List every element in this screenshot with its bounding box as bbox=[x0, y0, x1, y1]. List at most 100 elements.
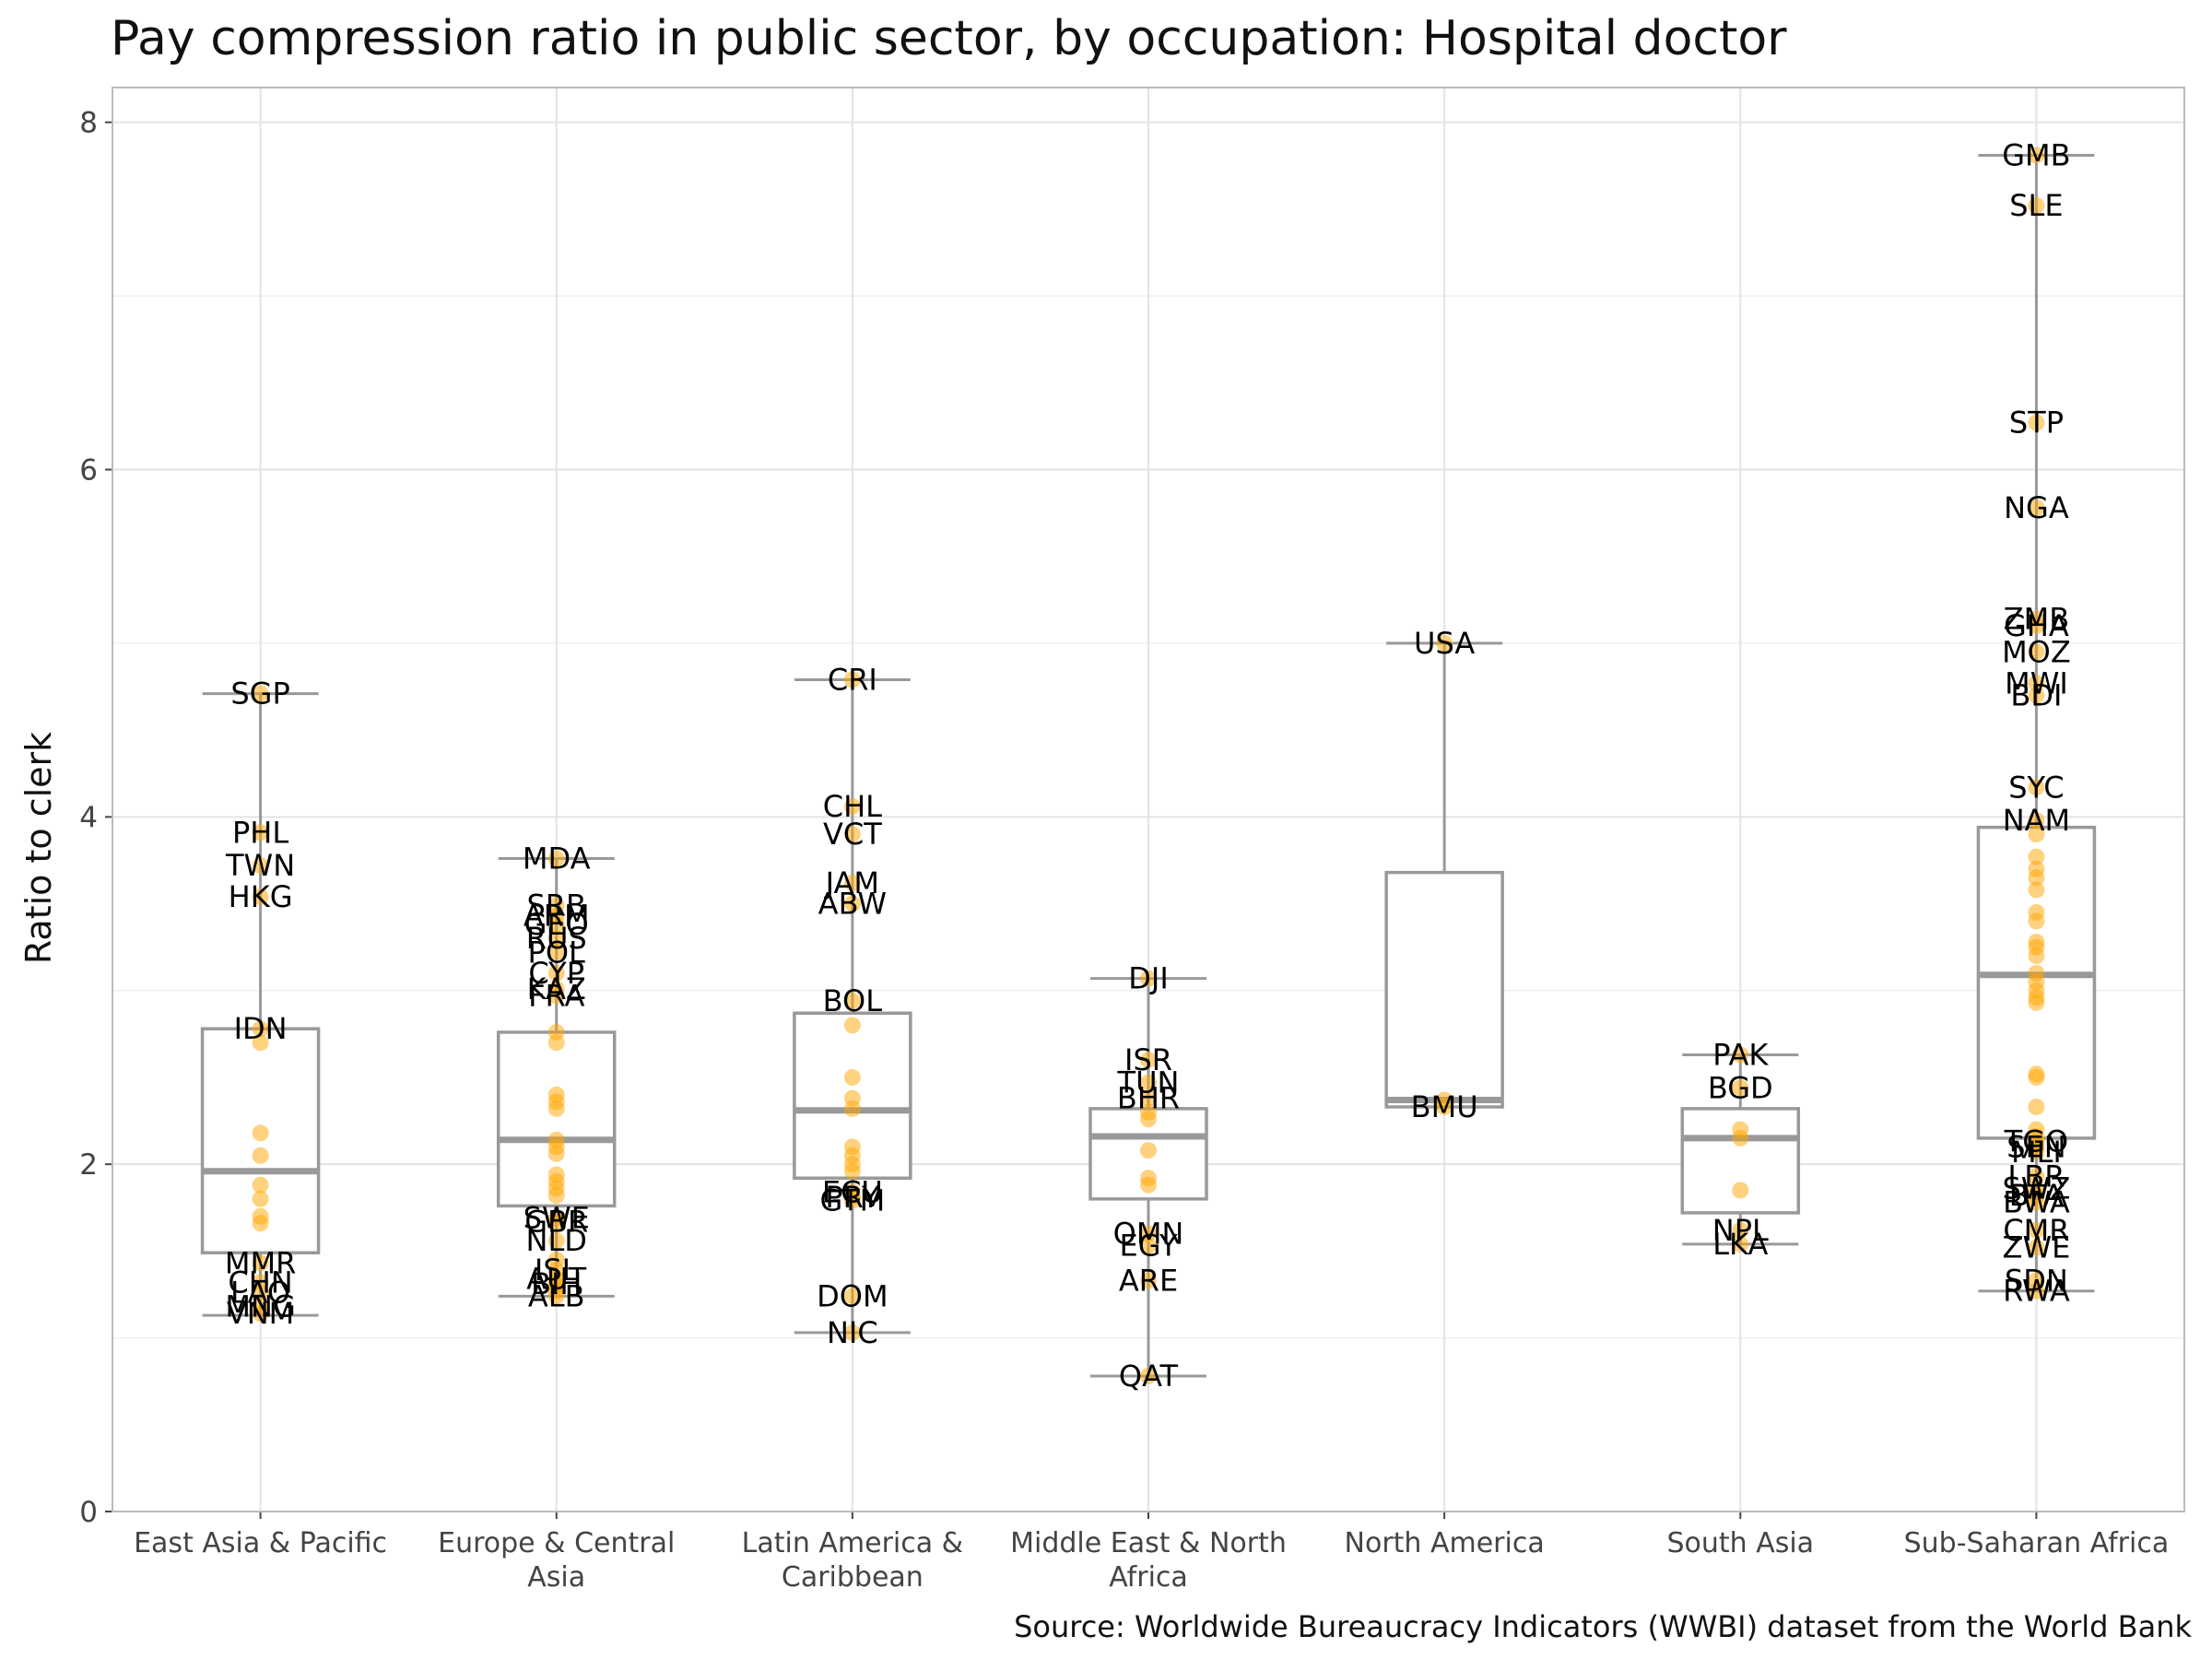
data-point bbox=[547, 1288, 565, 1305]
y-tick-label: 2 bbox=[79, 1148, 98, 1182]
data-point bbox=[2028, 1239, 2045, 1256]
data-point bbox=[2028, 1194, 2045, 1211]
data-point bbox=[2028, 994, 2045, 1011]
x-tick-label: Latin America & bbox=[742, 1527, 963, 1559]
data-point bbox=[2028, 414, 2045, 431]
data-point bbox=[2028, 1098, 2045, 1115]
data-point bbox=[547, 930, 565, 947]
point-label: PRY bbox=[825, 1180, 879, 1215]
data-point bbox=[2028, 687, 2045, 704]
point-label: GTM bbox=[819, 1183, 885, 1218]
point-label: CHN bbox=[228, 1265, 292, 1300]
point-label: TGO bbox=[2004, 1124, 2069, 1159]
point-label: NLD bbox=[526, 1223, 587, 1258]
point-label: TUN bbox=[1117, 1065, 1180, 1100]
data-point bbox=[2028, 1221, 2045, 1239]
data-point bbox=[1140, 1225, 1157, 1242]
point-label: ALB bbox=[528, 1278, 585, 1313]
point-label: BOL bbox=[823, 983, 883, 1018]
point-label: KAZ bbox=[527, 971, 586, 1006]
data-point bbox=[2028, 812, 2045, 830]
data-point bbox=[252, 1020, 269, 1038]
point-label: BGD bbox=[1708, 1070, 1773, 1105]
data-point bbox=[1140, 1272, 1157, 1289]
point-label: ISL bbox=[535, 1253, 579, 1288]
point-label: VCT bbox=[823, 817, 882, 852]
data-point bbox=[252, 1190, 269, 1207]
data-point bbox=[547, 944, 565, 961]
point-label: SWZ bbox=[2002, 1171, 2070, 1206]
point-label: MNG bbox=[225, 1289, 295, 1324]
point-label: NAM bbox=[2003, 803, 2070, 838]
data-point bbox=[252, 857, 269, 875]
data-point bbox=[252, 1176, 269, 1194]
data-point bbox=[2028, 499, 2045, 516]
x-tick-label: Africa bbox=[1109, 1561, 1188, 1594]
x-tick-label: Asia bbox=[527, 1561, 585, 1594]
point-label: ZMB bbox=[2004, 602, 2069, 637]
point-label: SLE bbox=[2009, 188, 2063, 223]
x-tick-label: North America bbox=[1345, 1527, 1545, 1559]
point-label: NIC bbox=[827, 1315, 878, 1350]
data-point bbox=[547, 1232, 565, 1250]
point-label: BWA bbox=[2003, 1185, 2070, 1220]
data-point bbox=[843, 1100, 861, 1117]
data-point bbox=[1140, 1142, 1157, 1159]
point-label: LAO bbox=[230, 1276, 290, 1311]
data-point bbox=[1140, 1052, 1157, 1069]
point-label: GMB bbox=[2002, 137, 2070, 172]
point-label: AUT bbox=[526, 1262, 586, 1297]
point-label: STP bbox=[2009, 406, 2064, 441]
point-label: ABW bbox=[818, 887, 887, 922]
data-point bbox=[2028, 881, 2045, 899]
data-point bbox=[547, 1213, 565, 1230]
point-label: GEO bbox=[524, 907, 589, 942]
point-label: POL bbox=[528, 935, 585, 970]
data-point bbox=[547, 987, 565, 1005]
data-point bbox=[2028, 618, 2045, 635]
data-point bbox=[843, 895, 861, 912]
point-label: JAM bbox=[824, 865, 879, 900]
point-label: ECU bbox=[822, 1174, 883, 1209]
data-point bbox=[252, 1215, 269, 1232]
point-label: SRB bbox=[526, 888, 586, 923]
chart-title: Pay compression ratio in public sector, … bbox=[111, 11, 1787, 66]
x-tick-label: South Asia bbox=[1666, 1527, 1814, 1559]
point-label: MDA bbox=[523, 841, 591, 877]
data-point bbox=[843, 1192, 861, 1209]
point-label: HKG bbox=[229, 879, 293, 914]
data-point bbox=[1732, 1221, 1749, 1239]
data-point bbox=[547, 1276, 565, 1293]
point-label: ZWE bbox=[2003, 1230, 2071, 1265]
point-label: CMR bbox=[2003, 1213, 2069, 1248]
data-point bbox=[252, 685, 269, 702]
data-point bbox=[547, 1034, 565, 1052]
point-label: PAK bbox=[1712, 1037, 1769, 1072]
point-label: BIH bbox=[531, 1266, 582, 1301]
point-label: BHR bbox=[1117, 1081, 1180, 1116]
point-label: CRI bbox=[828, 662, 877, 697]
data-point bbox=[843, 1017, 861, 1034]
point-label: GBR bbox=[524, 1204, 588, 1239]
point-label: OMN bbox=[1113, 1217, 1184, 1252]
data-point bbox=[2028, 848, 2045, 865]
data-point bbox=[843, 826, 861, 843]
data-point bbox=[1732, 1046, 1749, 1064]
data-point bbox=[1140, 1176, 1157, 1194]
point-label: IDN bbox=[234, 1011, 288, 1046]
data-point bbox=[843, 874, 861, 891]
data-point bbox=[2028, 147, 2045, 164]
y-tick-label: 0 bbox=[79, 1496, 98, 1529]
point-label: LBR bbox=[2007, 1159, 2065, 1194]
point-label: RWA bbox=[2003, 1274, 2070, 1309]
point-label: DOM bbox=[817, 1278, 888, 1313]
x-tick-label: Europe & Central bbox=[438, 1527, 675, 1559]
point-label: SDN bbox=[2005, 1263, 2068, 1298]
point-label: EGY bbox=[1120, 1229, 1178, 1264]
data-point bbox=[2028, 912, 2045, 930]
x-tick-label: Middle East & North bbox=[1010, 1527, 1287, 1559]
point-label: BMU bbox=[1411, 1089, 1478, 1124]
data-point bbox=[2028, 947, 2045, 965]
point-label: MMR bbox=[225, 1246, 296, 1281]
